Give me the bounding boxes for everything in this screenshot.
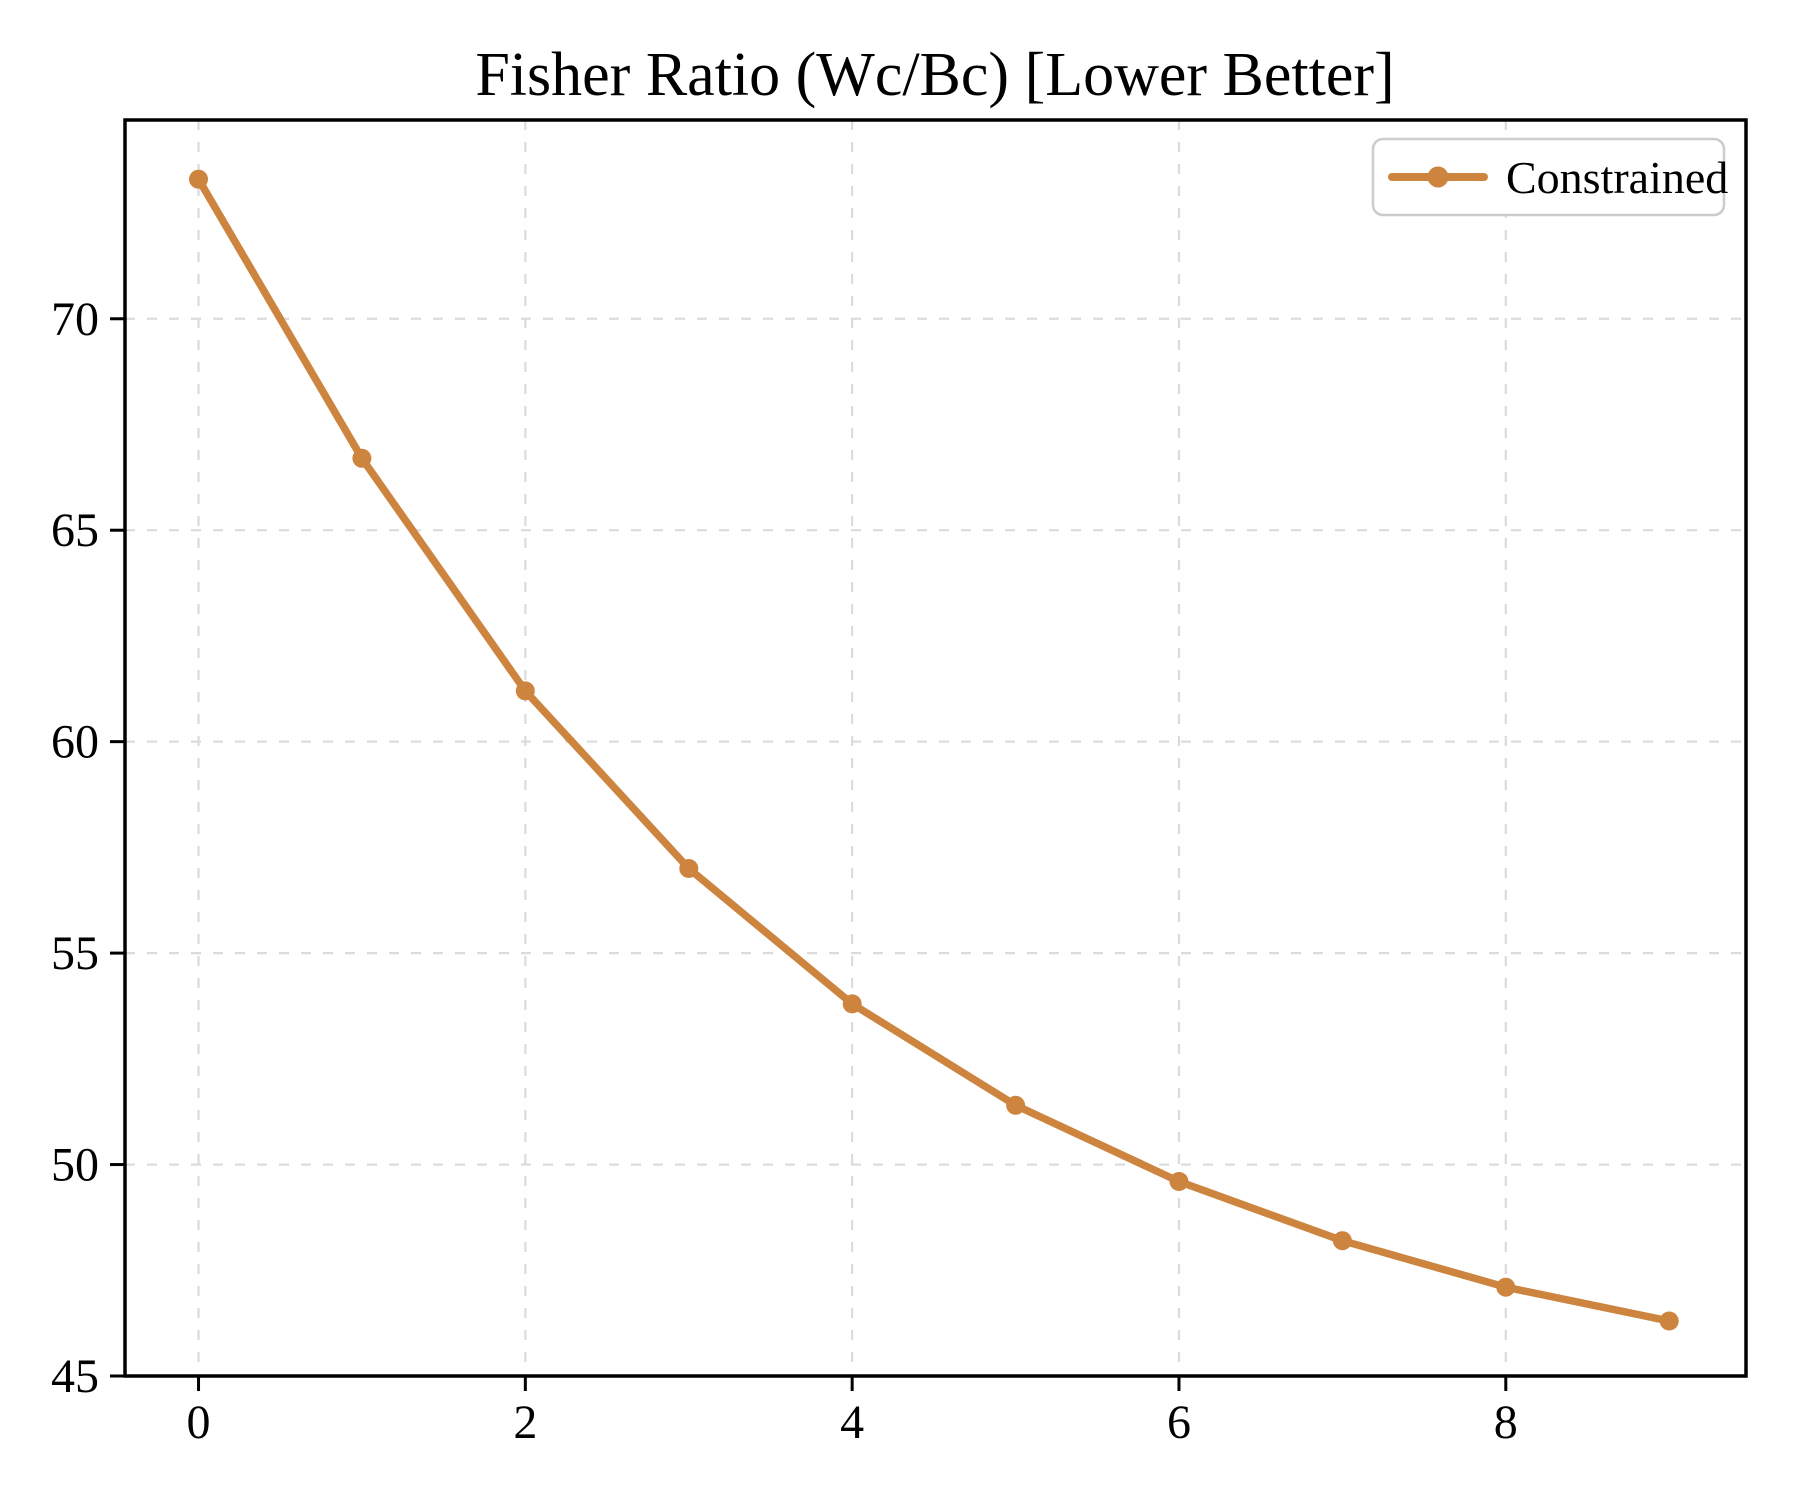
x-tick-label: 6 — [1167, 1396, 1191, 1449]
y-tick-label: 45 — [51, 1350, 99, 1403]
data-point-marker — [352, 448, 372, 468]
data-point-marker — [1169, 1172, 1189, 1191]
data-point-marker — [515, 681, 535, 701]
axis-ticks: 0 2 4 6 8 45 50 55 60 65 70 — [51, 293, 1518, 1449]
series-constrained — [189, 169, 1679, 1331]
legend-marker-icon — [1427, 166, 1449, 188]
data-point-marker — [189, 169, 208, 189]
data-point-marker — [1659, 1311, 1679, 1331]
y-tick-label: 50 — [51, 1139, 99, 1192]
data-point-marker — [679, 859, 699, 878]
x-tick-label: 4 — [840, 1396, 864, 1449]
gridlines — [125, 120, 1746, 1378]
y-tick-label: 60 — [51, 716, 99, 769]
legend-label: Constrained — [1506, 152, 1728, 203]
plot-border — [123, 118, 1748, 1378]
data-point-marker — [1006, 1095, 1026, 1115]
y-tick-label: 55 — [51, 927, 99, 980]
x-tick-label: 0 — [187, 1396, 211, 1449]
legend-box — [1371, 137, 1726, 217]
x-tick-label: 2 — [513, 1396, 537, 1449]
chart-title: Fisher Ratio (Wc/Bc) [Lower Better] — [475, 41, 1394, 109]
data-point-marker — [1496, 1277, 1516, 1297]
data-point-marker — [1332, 1231, 1352, 1251]
y-tick-label: 65 — [51, 504, 99, 557]
legend: Constrained — [1371, 137, 1728, 217]
data-point-marker — [842, 994, 862, 1014]
x-tick-label: 8 — [1494, 1396, 1518, 1449]
series-line — [194, 175, 1673, 1325]
y-tick-label: 70 — [51, 293, 99, 346]
